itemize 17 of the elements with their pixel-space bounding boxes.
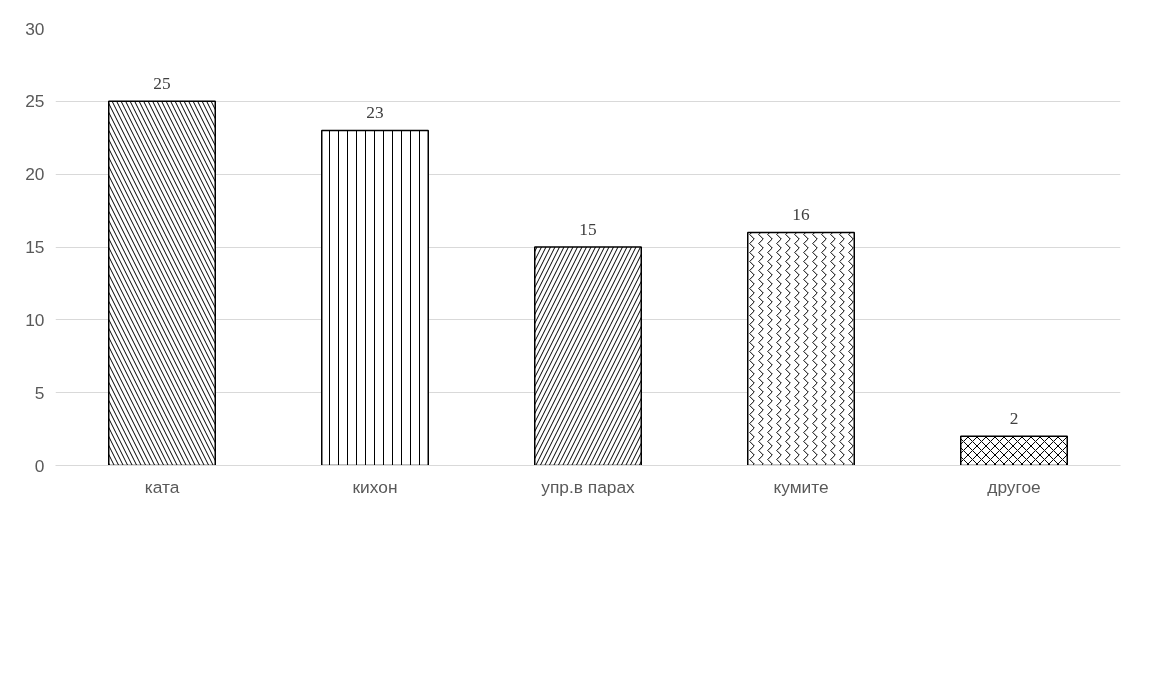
y-tick-label: 25: [25, 91, 45, 112]
data-label: 25: [153, 74, 171, 94]
data-label: 15: [579, 220, 597, 239]
y-tick-label: 0: [34, 455, 45, 476]
x-tick-label: ката: [144, 476, 180, 497]
x-tick-label: другое: [987, 476, 1041, 497]
y-tick-label: 20: [25, 164, 45, 185]
x-tick-label: кихон: [352, 476, 398, 497]
data-label: 2: [1009, 409, 1019, 429]
x-tick-label: кумите: [773, 476, 829, 497]
x-tick-label: упр.в парах: [541, 476, 636, 497]
y-tick-label: 10: [25, 309, 45, 330]
y-tick-label: 5: [34, 382, 45, 403]
data-label: 23: [366, 103, 384, 123]
y-tick-label: 30: [25, 18, 45, 39]
y-tick-label: 15: [25, 237, 45, 257]
data-label: 16: [792, 205, 810, 225]
